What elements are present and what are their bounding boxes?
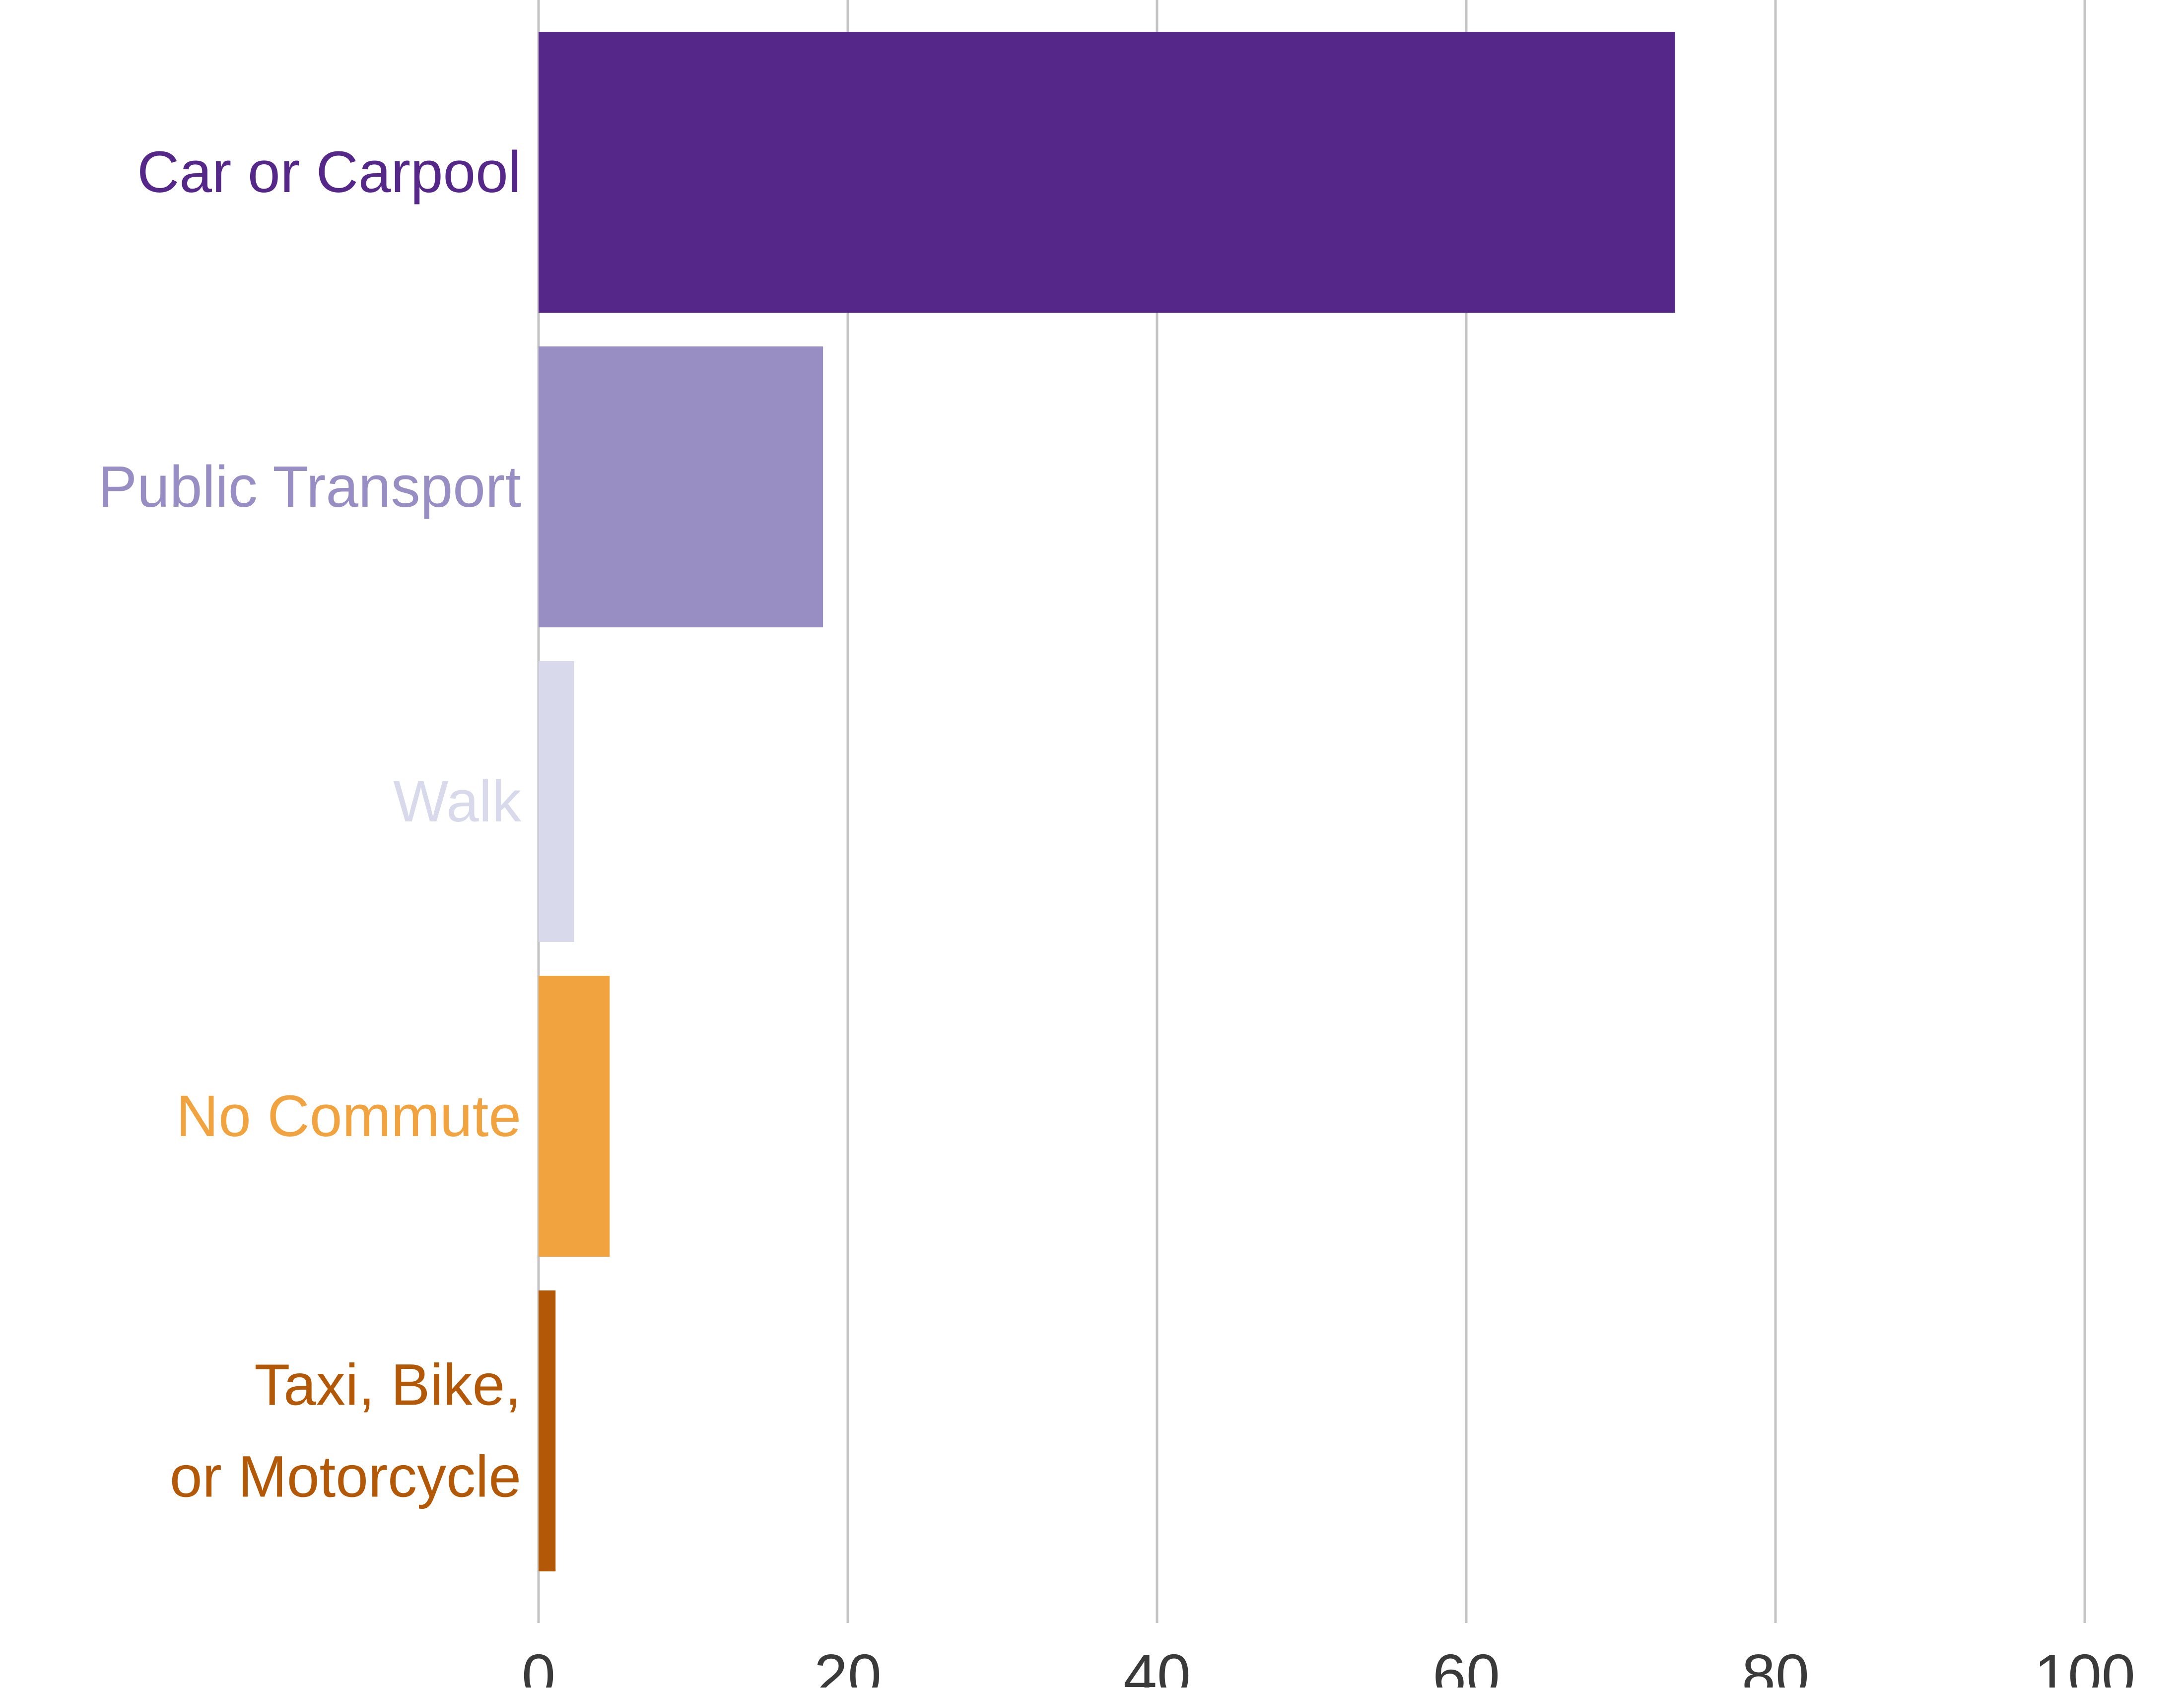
category-label: No Commute [176,1083,521,1149]
x-tick-label: 60 [1433,1642,1500,1688]
x-tick-label: 80 [1742,1642,1809,1688]
x-tick-label: 0 [522,1642,555,1688]
bar-2 [539,661,574,942]
category-label: Taxi, Bike, [254,1352,521,1418]
x-tick-label: 40 [1123,1642,1191,1688]
category-label: Car or Carpool [137,139,521,205]
bar-4 [539,1290,556,1571]
category-labels: Car or Carpool Public Transport Walk No Com… [98,139,522,1510]
bar-3 [539,976,610,1257]
x-axis-ticks: 0 20 40 60 80 100 [522,1642,2135,1690]
bar-1 [539,346,823,627]
category-label: Walk [393,769,522,834]
x-tick-label: 100 [2034,1642,2135,1688]
category-label: Public Transport [98,454,521,520]
bars [539,32,1675,1571]
category-label: or Motorcycle [170,1444,521,1510]
bar-0 [539,32,1675,313]
x-tick-label: 20 [814,1642,882,1688]
